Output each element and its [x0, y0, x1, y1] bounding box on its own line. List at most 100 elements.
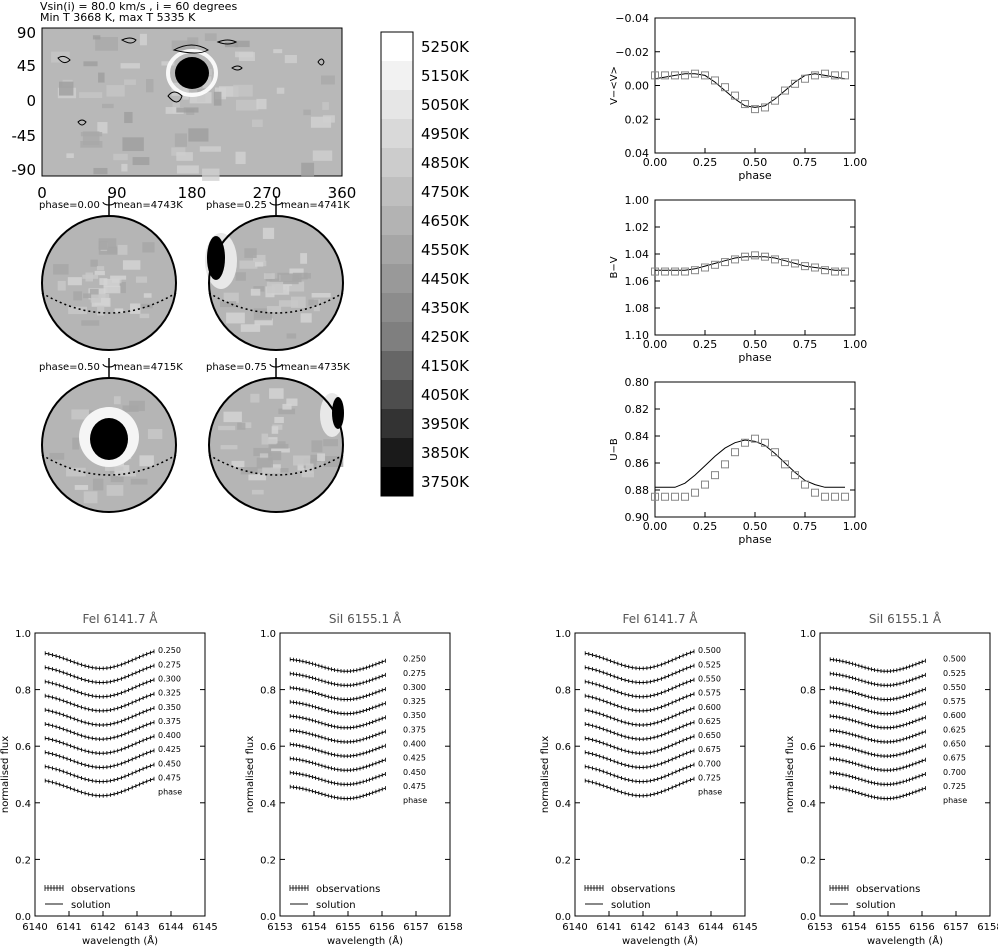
plot-frame	[654, 381, 856, 518]
sphere-patch	[254, 318, 273, 326]
x-tick-label: 6140	[22, 922, 47, 933]
profile-phase-label: 0.300	[158, 674, 181, 683]
sphere-patch	[253, 447, 272, 457]
panel-title: SiI 6155.1 Å	[869, 611, 942, 626]
sphere-patch	[143, 293, 152, 298]
y-tick-label: 0.6	[260, 742, 276, 753]
map-patch	[145, 79, 154, 93]
sphere-phase-label: phase=0.75	[206, 362, 267, 373]
legend-observations-icon	[584, 885, 604, 891]
map-spot	[175, 57, 209, 89]
y-tick-label: 0.02	[625, 113, 650, 126]
x-tick-label: 6142	[630, 922, 655, 933]
sphere-patch	[90, 294, 102, 303]
profile-observation-marks	[44, 720, 155, 742]
y-tick-label: 0.80	[625, 376, 650, 389]
phase-column-label: phase	[158, 788, 182, 797]
observation-point	[731, 91, 739, 100]
colorbar-swatch	[381, 148, 413, 177]
legend-solution-label: solution	[71, 900, 111, 911]
temperature-colorbar: 5250K 5150K 5050K 4950K 4850K 4750K 4650K 4550K…	[380, 31, 470, 497]
sphere-phase-label: phase=0.50	[39, 362, 100, 373]
observation-point	[661, 492, 669, 501]
profile-observation-marks	[829, 742, 926, 759]
sphere-patch	[74, 485, 89, 490]
x-axis-label: phase	[738, 169, 771, 182]
y-tick-label: 0.6	[15, 742, 31, 753]
line-profile-panel: SiI 6155.1 Å 0.0 0.2 0.4 0.6 0.8 1.0 6153 6154 61…	[245, 611, 463, 947]
sphere-patch	[251, 489, 264, 495]
map-patch	[213, 91, 222, 106]
observation-point	[651, 492, 659, 501]
sphere-patch	[130, 303, 141, 314]
observation-point	[811, 71, 819, 80]
profile-observation-marks	[289, 784, 386, 801]
profile-observation-marks	[44, 706, 155, 727]
x-tick-label: 6157	[943, 922, 968, 933]
sphere-patch	[305, 463, 314, 474]
map-patch	[171, 147, 186, 156]
profile-phase-label: 0.450	[403, 768, 426, 777]
x-tick-label: 6145	[192, 922, 217, 933]
sphere-view: phase=0.50 mean=4715K	[39, 358, 183, 513]
map-patch	[301, 162, 315, 177]
x-axis-label: wavelength (Å)	[867, 934, 943, 947]
y-tick-label: 1.0	[555, 629, 571, 640]
sphere-patch	[240, 324, 261, 332]
map-contour	[231, 65, 243, 71]
sphere-patch	[267, 451, 282, 461]
sphere-patch	[99, 278, 108, 285]
map-lat-tick: -90	[12, 161, 37, 179]
observation-point	[771, 255, 779, 264]
sphere-patch	[278, 408, 296, 415]
x-tick-label: 6143	[664, 922, 689, 933]
colorbar-label: 4550K	[421, 241, 470, 259]
profile-phase-label: 0.500	[943, 655, 966, 664]
phase-column-label: phase	[698, 788, 722, 797]
sphere-patch	[267, 439, 277, 445]
x-tick-label: 0.00	[643, 338, 668, 351]
profile-observation-marks	[584, 776, 695, 798]
sphere-patch	[286, 281, 305, 292]
y-tick-label: 1.02	[625, 221, 650, 234]
sphere-patch	[263, 273, 275, 280]
x-tick-label: 6157	[403, 922, 428, 933]
sphere-patch	[248, 473, 267, 481]
sphere-patch	[57, 280, 66, 291]
x-tick-label: 6158	[437, 922, 462, 933]
map-patch	[235, 51, 254, 58]
x-tick-label: 1.00	[843, 156, 868, 169]
map-patch	[188, 128, 209, 142]
y-tick-label: 0.90	[625, 511, 650, 524]
y-tick-label: 0.0	[260, 912, 276, 923]
profile-phase-label: 0.325	[158, 689, 181, 698]
profile-phase-label: 0.550	[943, 683, 966, 692]
sphere-patch	[308, 299, 319, 306]
legend-observations-label: observations	[611, 884, 675, 895]
profile-phase-label: 0.425	[158, 745, 181, 754]
map-patch	[59, 81, 74, 96]
sphere-patch	[282, 403, 292, 410]
sphere-outline	[208, 377, 344, 513]
map-patch	[121, 163, 128, 172]
sphere-patch	[237, 422, 246, 430]
map-patch	[120, 63, 140, 69]
observation-point	[671, 71, 679, 80]
sphere-patch	[244, 248, 257, 258]
map-lat-tick: 90	[17, 24, 36, 42]
plot-frame	[819, 632, 991, 917]
plot-frame	[654, 199, 856, 336]
sphere-mean-label: mean=4735K	[281, 362, 350, 373]
map-lat-tick: 45	[17, 57, 36, 75]
sphere-patch	[271, 426, 279, 434]
sphere-patch	[297, 463, 305, 471]
profile-observation-marks	[829, 714, 926, 730]
profile-observation-marks	[289, 714, 386, 730]
profile-observation-marks	[289, 728, 386, 744]
x-tick-label: 6158	[977, 922, 998, 933]
colorbar-swatch	[381, 235, 413, 264]
sphere-patch	[118, 472, 137, 477]
profile-observation-marks	[584, 706, 695, 727]
